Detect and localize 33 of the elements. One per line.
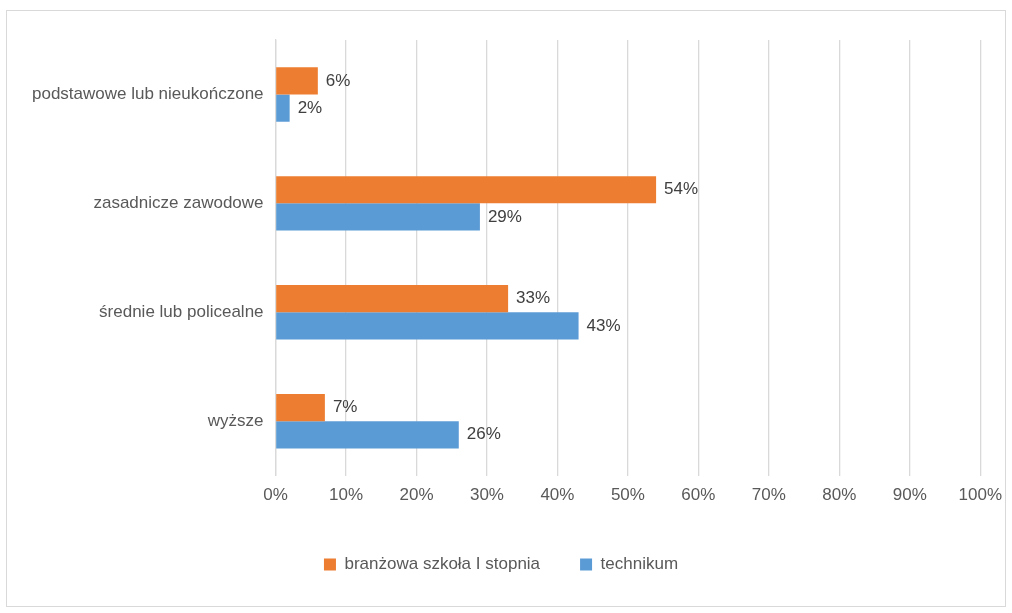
legend-label: branżowa szkoła I stopnia: [344, 554, 541, 574]
data-label: 26%: [466, 424, 501, 444]
x-tick-label: 30%: [469, 485, 504, 505]
legend-label: technikum: [600, 554, 679, 574]
bar: [276, 203, 480, 231]
x-tick-label: 80%: [822, 485, 857, 505]
y-tick-label: zasadnicze zawodowe: [93, 193, 264, 213]
data-label: 29%: [487, 206, 522, 226]
x-tick-label: 40%: [540, 485, 575, 505]
x-tick-label: 20%: [399, 485, 434, 505]
x-tick-label: 60%: [681, 485, 716, 505]
data-label: 33%: [516, 288, 551, 308]
x-tick-label: 100%: [958, 485, 1002, 505]
bar: [276, 94, 290, 122]
x-tick-label: 90%: [892, 485, 927, 505]
data-label: 43%: [586, 315, 621, 335]
data-label: 6%: [325, 70, 351, 90]
bar: [276, 421, 459, 449]
x-tick-label: 50%: [610, 485, 645, 505]
bar: [276, 312, 579, 340]
data-label: 54%: [664, 179, 699, 199]
x-tick-label: 70%: [751, 485, 786, 505]
y-tick-label: podstawowe lub nieukończone: [31, 84, 264, 104]
bar: [276, 285, 509, 313]
bar: [276, 176, 657, 204]
y-tick-label: średnie lub policealne: [99, 301, 264, 321]
data-label: 7%: [332, 397, 358, 417]
bar: [276, 393, 325, 422]
x-tick-label: 10%: [329, 485, 364, 505]
data-label: 2%: [297, 97, 323, 117]
y-tick-label: wyższe: [206, 410, 264, 430]
bar: [276, 67, 318, 95]
x-tick-label: 0%: [263, 485, 288, 505]
